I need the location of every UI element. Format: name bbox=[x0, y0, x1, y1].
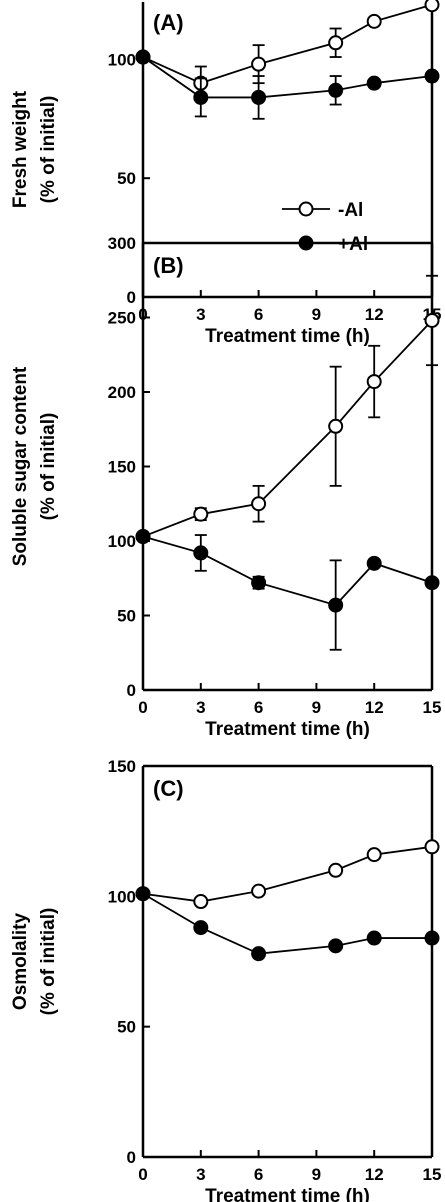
x-tick-label: 3 bbox=[196, 305, 205, 324]
data-point bbox=[251, 89, 267, 105]
data-point bbox=[251, 946, 267, 962]
data-point bbox=[193, 545, 209, 561]
y-tick-label: 50 bbox=[117, 607, 136, 626]
x-tick-label: 6 bbox=[254, 305, 263, 324]
y-tick-label: 100 bbox=[108, 532, 136, 551]
data-point bbox=[251, 56, 267, 72]
x-tick-label: 6 bbox=[254, 1165, 263, 1184]
y-axis-title: Osmolality bbox=[10, 913, 31, 1011]
x-tick-label: 12 bbox=[365, 698, 384, 717]
data-point bbox=[328, 938, 344, 954]
data-point bbox=[193, 894, 209, 910]
x-axis-title: Treatment time (h) bbox=[205, 1186, 370, 1202]
panel-label: (C) bbox=[153, 776, 184, 801]
panel-label: (A) bbox=[153, 10, 184, 35]
y-tick-label: 0 bbox=[127, 1148, 136, 1167]
data-point bbox=[424, 68, 440, 84]
y-tick-label: 0 bbox=[127, 681, 136, 700]
data-point bbox=[366, 374, 382, 390]
series-line bbox=[142, 319, 433, 538]
data-point bbox=[193, 920, 209, 936]
data-point bbox=[424, 312, 440, 328]
data-point bbox=[193, 506, 209, 522]
data-point bbox=[328, 418, 344, 434]
y-tick-label: 100 bbox=[108, 50, 136, 69]
y-tick-label: 200 bbox=[108, 383, 136, 402]
x-tick-label: 12 bbox=[365, 1165, 384, 1184]
data-point bbox=[424, 930, 440, 946]
y-tick-label: 250 bbox=[108, 309, 136, 328]
data-point bbox=[328, 82, 344, 98]
panel-label: (B) bbox=[153, 253, 184, 278]
data-point bbox=[328, 597, 344, 613]
data-point bbox=[366, 555, 382, 571]
data-point bbox=[251, 883, 267, 899]
series-line bbox=[142, 535, 433, 607]
x-tick-label: 3 bbox=[196, 1165, 205, 1184]
y-axis-title: Fresh weight bbox=[10, 90, 31, 208]
data-point bbox=[366, 75, 382, 91]
y-tick-label: 50 bbox=[117, 169, 136, 188]
series-line bbox=[142, 56, 433, 99]
x-tick-label: 9 bbox=[312, 1165, 321, 1184]
x-tick-label: 9 bbox=[312, 305, 321, 324]
y-axis-title: (% of initial) bbox=[38, 96, 59, 204]
data-point bbox=[366, 13, 382, 29]
series-line bbox=[142, 845, 433, 903]
x-tick-label: 6 bbox=[254, 698, 263, 717]
data-point bbox=[328, 35, 344, 51]
series-line bbox=[142, 3, 433, 85]
y-tick-label: 100 bbox=[108, 887, 136, 906]
x-tick-label: 0 bbox=[138, 698, 147, 717]
data-point bbox=[328, 862, 344, 878]
data-point bbox=[251, 496, 267, 512]
data-point bbox=[193, 89, 209, 105]
data-point bbox=[424, 575, 440, 591]
data-point bbox=[424, 839, 440, 855]
x-tick-label: 3 bbox=[196, 698, 205, 717]
legend-label: -Al bbox=[338, 200, 363, 221]
x-axis-title: Treatment time (h) bbox=[205, 326, 370, 347]
data-point bbox=[135, 886, 151, 902]
data-point bbox=[366, 930, 382, 946]
x-axis-title: Treatment time (h) bbox=[205, 719, 370, 740]
x-tick-label: 9 bbox=[312, 698, 321, 717]
chart-panel-a: 03691215050100Treatment time (h)Fresh we… bbox=[10, 0, 441, 347]
x-tick-label: 15 bbox=[423, 698, 442, 717]
y-tick-label: 150 bbox=[108, 757, 136, 776]
legend-marker bbox=[298, 201, 314, 217]
y-axis-title: Soluble sugar content bbox=[10, 366, 31, 566]
data-point bbox=[135, 529, 151, 545]
series-line bbox=[142, 892, 432, 955]
data-point bbox=[366, 847, 382, 863]
x-tick-label: 15 bbox=[423, 1165, 442, 1184]
y-tick-label: 50 bbox=[117, 1018, 136, 1037]
y-axis-title: (% of initial) bbox=[38, 908, 59, 1016]
data-point bbox=[251, 575, 267, 591]
x-tick-label: 0 bbox=[138, 1165, 147, 1184]
y-tick-label: 300 bbox=[108, 234, 136, 253]
y-tick-label: 150 bbox=[108, 458, 136, 477]
data-point bbox=[135, 49, 151, 65]
legend-label: +Al bbox=[338, 234, 368, 255]
y-tick-label: 0 bbox=[127, 288, 136, 307]
data-point bbox=[424, 0, 440, 13]
x-tick-label: 12 bbox=[365, 305, 384, 324]
y-axis-title: (% of initial) bbox=[38, 413, 59, 521]
